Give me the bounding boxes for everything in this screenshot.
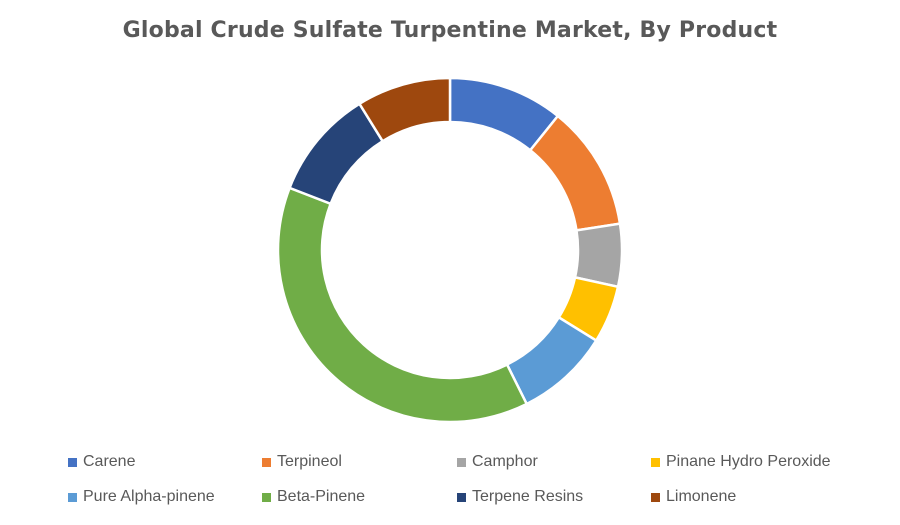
slice-beta-pinene: [276, 186, 529, 424]
legend-swatch-carene: [68, 457, 77, 467]
legend-item-pinane-hydro-peroxide: Pinane Hydro Peroxide: [651, 452, 831, 472]
legend-label-pinane-hydro-peroxide: Pinane Hydro Peroxide: [666, 453, 831, 470]
legend-item-pure-alpha-pinene: Pure Alpha-pinene: [68, 487, 215, 507]
legend-item-camphor: Camphor: [457, 452, 538, 472]
legend-label-limonene: Limonene: [666, 488, 737, 505]
legend-label-terpene-resins: Terpene Resins: [472, 488, 584, 505]
legend-swatch-terpene-resins: [457, 492, 466, 502]
chart-title: Global Crude Sulfate Turpentine Market, …: [122, 18, 778, 43]
slice-terpineol: [528, 114, 622, 232]
slice-limonene: [357, 76, 452, 143]
legend-item-terpineol: Terpineol: [262, 452, 342, 472]
legend-label-beta-pinene: Beta-Pinene: [277, 488, 366, 505]
legend-swatch-pinane-hydro-peroxide: [651, 457, 660, 467]
chart-legend: Carene Terpineol Camphor Pinane Hydro Perox…: [0, 450, 900, 520]
slice-camphor: [573, 222, 624, 289]
legend-label-pure-alpha-pinene: Pure Alpha-pinene: [83, 488, 215, 505]
legend-swatch-beta-pinene: [262, 492, 271, 502]
legend-label-carene: Carene: [83, 453, 136, 470]
legend-swatch-camphor: [457, 457, 466, 467]
legend-item-terpene-resins: Terpene Resins: [457, 487, 583, 507]
legend-swatch-limonene: [651, 492, 660, 502]
legend-swatch-pure-alpha-pinene: [68, 492, 77, 502]
legend-item-limonene: Limonene: [651, 487, 736, 507]
legend-label-terpineol: Terpineol: [277, 453, 342, 470]
legend-swatch-terpineol: [262, 457, 271, 467]
donut-slices: [276, 76, 624, 424]
legend-item-carene: Carene: [68, 452, 135, 472]
legend-item-beta-pinene: Beta-Pinene: [262, 487, 365, 507]
legend-label-camphor: Camphor: [472, 453, 538, 470]
